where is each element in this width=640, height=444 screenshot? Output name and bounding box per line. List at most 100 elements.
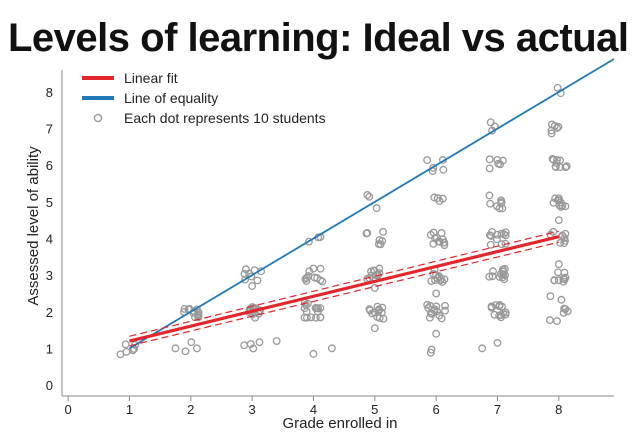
x-tick-label: 0 bbox=[65, 402, 72, 417]
student-dot bbox=[548, 155, 557, 163]
student-dot bbox=[545, 316, 554, 325]
student-dot bbox=[547, 129, 556, 138]
student-dot bbox=[370, 308, 379, 317]
student-dot bbox=[247, 272, 256, 281]
student-dot bbox=[495, 204, 504, 213]
student-dot bbox=[495, 302, 504, 311]
student-dot bbox=[304, 237, 313, 246]
student-dot bbox=[437, 314, 446, 323]
student-dot bbox=[194, 313, 203, 322]
y-tick-label: 4 bbox=[46, 231, 53, 246]
student-dot bbox=[300, 313, 309, 322]
student-dot bbox=[553, 124, 562, 132]
student-dot bbox=[121, 340, 130, 349]
student-dot bbox=[559, 277, 568, 286]
x-tick-label: 3 bbox=[249, 402, 256, 417]
axes: 0 1 2 3 4 5 6 7 8 0 1 2 3 4 5 6 7 8 bbox=[46, 70, 614, 417]
student-dot bbox=[489, 267, 497, 276]
student-dot bbox=[327, 344, 336, 353]
chart-title: Levels of learning: Ideal vs actual bbox=[8, 16, 629, 60]
student-dot bbox=[441, 306, 449, 315]
x-tick-label: 2 bbox=[187, 402, 194, 417]
legend-label: Line of equality bbox=[124, 90, 218, 106]
student-dot bbox=[438, 235, 447, 244]
student-dot bbox=[485, 155, 494, 164]
student-dot bbox=[497, 229, 506, 238]
student-dot bbox=[378, 303, 387, 312]
line-of-equality bbox=[129, 58, 615, 350]
student-dot bbox=[554, 268, 563, 277]
student-dot bbox=[493, 155, 502, 164]
student-dot bbox=[498, 302, 506, 311]
student-dot bbox=[311, 313, 320, 322]
student-dot bbox=[499, 270, 508, 279]
student-dot bbox=[554, 276, 563, 285]
legend-marker bbox=[93, 113, 103, 123]
student-dot bbox=[246, 340, 255, 349]
fit-ci-lower bbox=[129, 241, 559, 347]
student-dot bbox=[551, 194, 560, 203]
student-dot bbox=[486, 118, 495, 127]
student-dot bbox=[241, 275, 250, 284]
student-dot bbox=[487, 302, 496, 311]
student-dot bbox=[485, 164, 494, 173]
student-dot bbox=[367, 267, 375, 276]
student-dot bbox=[255, 338, 264, 347]
legend-label: Each dot represents 10 students bbox=[124, 110, 326, 126]
student-dot bbox=[493, 230, 502, 239]
student-dot bbox=[432, 329, 441, 338]
student-dot bbox=[181, 347, 190, 356]
y-tick-label: 0 bbox=[46, 378, 53, 393]
x-tick-label: 8 bbox=[555, 402, 562, 417]
x-tick-label: 1 bbox=[126, 402, 133, 417]
linear-fit-line bbox=[129, 235, 560, 343]
student-dot bbox=[426, 348, 435, 357]
student-dot bbox=[493, 338, 502, 347]
legend: Linear fit Line of equality Each dot repre… bbox=[82, 70, 326, 126]
student-dot bbox=[430, 193, 439, 202]
student-dot bbox=[548, 120, 556, 129]
student-dot bbox=[302, 273, 311, 282]
fit-ci-upper bbox=[129, 230, 559, 337]
student-dot bbox=[441, 301, 449, 310]
y-axis-label: Assessed level of ability bbox=[25, 146, 42, 306]
student-dot bbox=[485, 272, 494, 281]
student-dot bbox=[363, 229, 372, 237]
student-dot bbox=[550, 276, 559, 285]
student-dot bbox=[501, 228, 510, 237]
student-dot bbox=[554, 216, 563, 225]
student-dot bbox=[546, 292, 555, 301]
x-tick-label: 5 bbox=[371, 402, 378, 417]
student-dot bbox=[318, 277, 327, 286]
student-dot bbox=[365, 192, 374, 201]
student-dot bbox=[563, 307, 572, 316]
student-dot bbox=[272, 337, 281, 346]
student-dot bbox=[438, 278, 447, 286]
student-dot bbox=[423, 300, 432, 309]
student-dot bbox=[248, 282, 257, 291]
student-dot bbox=[436, 276, 445, 285]
student-dot bbox=[425, 313, 434, 322]
student-dot bbox=[302, 277, 311, 285]
student-dot bbox=[309, 349, 318, 358]
student-dot bbox=[430, 305, 439, 314]
y-tick-label: 3 bbox=[46, 268, 53, 283]
student-dot bbox=[439, 165, 448, 174]
student-dot bbox=[494, 159, 503, 168]
student-dot bbox=[560, 239, 569, 248]
student-dot bbox=[187, 338, 196, 347]
student-dot bbox=[560, 234, 569, 242]
student-dot bbox=[497, 196, 506, 205]
student-dot bbox=[241, 265, 250, 274]
student-dot bbox=[492, 235, 501, 244]
student-dot bbox=[549, 227, 558, 236]
student-dot bbox=[553, 317, 561, 326]
y-tick-label: 1 bbox=[46, 341, 53, 356]
fit-lines bbox=[129, 58, 615, 350]
student-dot bbox=[365, 305, 374, 314]
student-dot bbox=[429, 163, 438, 172]
student-dot bbox=[501, 231, 510, 240]
y-tick-label: 7 bbox=[46, 122, 53, 137]
student-dot bbox=[240, 341, 249, 350]
